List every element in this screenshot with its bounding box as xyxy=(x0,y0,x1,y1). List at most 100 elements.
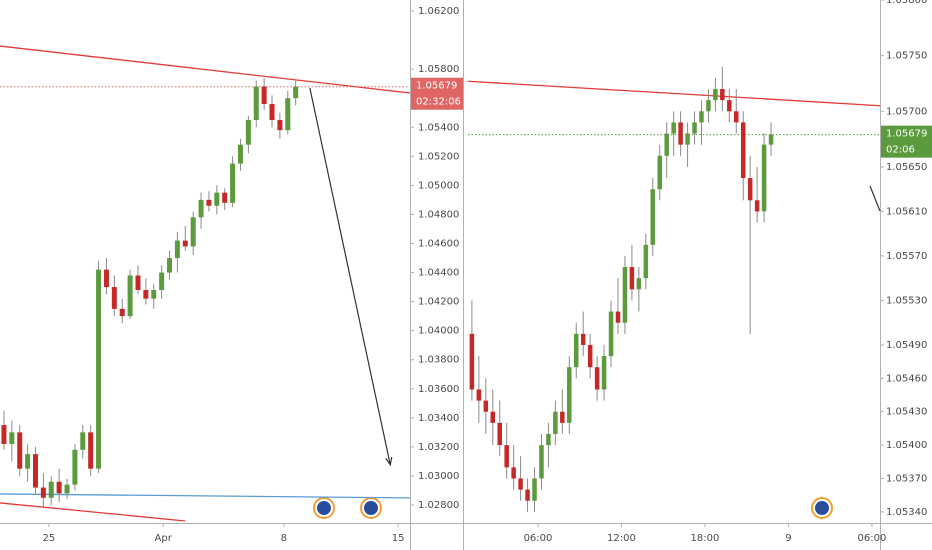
candle-body xyxy=(483,400,489,412)
candle-body xyxy=(64,484,70,494)
candle-body xyxy=(560,411,565,423)
y-tick-label: 1.05700 xyxy=(886,106,927,117)
candle-body xyxy=(574,333,579,368)
candle-body xyxy=(48,481,54,498)
y-tick-label: 1.05460 xyxy=(886,373,927,384)
x-tick-label: 8 xyxy=(281,533,287,544)
y-tick-label: 1.03600 xyxy=(418,384,459,395)
candle-body xyxy=(237,144,243,164)
candle-body xyxy=(539,445,544,479)
y-tick-label: 1.05200 xyxy=(418,151,459,162)
candle-body xyxy=(699,111,704,123)
candle-body xyxy=(734,111,739,123)
candle-body xyxy=(587,344,593,368)
candle-body xyxy=(32,454,38,488)
candle-body xyxy=(608,311,614,357)
candle-body xyxy=(664,133,669,156)
countdown-label: 02:32:06 xyxy=(416,97,461,108)
candle-body xyxy=(293,86,299,99)
countdown-label: 02:06 xyxy=(886,145,915,156)
candle-body xyxy=(25,454,31,469)
candle-body xyxy=(713,89,718,101)
candle-body xyxy=(727,100,732,112)
candle-body xyxy=(143,289,149,299)
last-price-box xyxy=(881,125,932,158)
candle-body xyxy=(532,478,537,501)
candle-body xyxy=(127,275,133,317)
x-tick-label: 06:00 xyxy=(858,533,887,544)
y-tick-label: 1.05650 xyxy=(886,162,927,173)
candle-body xyxy=(518,478,523,490)
candle-body xyxy=(706,100,711,112)
candle-body xyxy=(678,122,683,145)
y-tick-label: 1.03400 xyxy=(418,413,459,424)
candle-body xyxy=(754,200,760,212)
candle-body xyxy=(9,432,15,444)
candle-body xyxy=(594,367,600,390)
y-tick-label: 1.05570 xyxy=(886,251,927,262)
y-tick-label: 1.03000 xyxy=(418,471,459,482)
y-tick-label: 1.05340 xyxy=(886,507,927,518)
candle-body xyxy=(96,269,102,469)
candle-body xyxy=(469,333,475,390)
y-tick-label: 1.05530 xyxy=(886,295,927,306)
candle-body xyxy=(643,244,649,279)
event-icon xyxy=(360,497,382,519)
candle-body xyxy=(692,122,697,134)
arrow-fragment xyxy=(869,185,881,212)
trend-line xyxy=(467,80,881,107)
candle-body xyxy=(685,133,690,145)
y-tick-label: 1.04200 xyxy=(418,297,459,308)
candle-body xyxy=(72,449,78,485)
candle-body xyxy=(657,155,662,190)
trend-line xyxy=(0,45,411,94)
y-tick-label: 1.04400 xyxy=(418,268,459,279)
candle-body xyxy=(222,192,228,203)
candle-body xyxy=(720,89,725,101)
y-tick-label: 1.05490 xyxy=(886,340,927,351)
candle-body xyxy=(80,432,86,450)
trend-line xyxy=(0,502,186,522)
candle-body xyxy=(214,192,220,206)
y-tick-label: 1.05400 xyxy=(886,440,927,451)
candle-body xyxy=(580,333,586,345)
candle-body xyxy=(88,432,94,469)
candle-body xyxy=(17,432,23,469)
candle-body xyxy=(230,163,236,203)
candle-body xyxy=(135,275,141,290)
x-tick-label: 06:00 xyxy=(524,533,553,544)
candle-body xyxy=(546,433,551,446)
y-tick-label: 1.05430 xyxy=(886,407,927,418)
y-tick-label: 1.05610 xyxy=(886,206,927,217)
y-tick-label: 1.05800 xyxy=(886,0,927,6)
candle-body xyxy=(159,272,165,290)
candle-body xyxy=(567,367,572,423)
candle-body xyxy=(190,217,196,247)
candle-body xyxy=(525,489,530,501)
arrow xyxy=(309,87,393,467)
candle-body xyxy=(497,422,502,446)
candle-body xyxy=(285,98,291,131)
candle-body xyxy=(615,311,621,323)
candle-body xyxy=(206,199,212,206)
y-tick-label: 1.06200 xyxy=(418,6,459,17)
y-tick-label: 1.04600 xyxy=(418,238,459,249)
candle-body xyxy=(277,119,283,131)
candle-body xyxy=(761,144,767,212)
candle-body xyxy=(111,287,117,309)
y-tick-label: 1.03200 xyxy=(418,442,459,453)
candle-body xyxy=(622,267,628,323)
x-tick-label: 9 xyxy=(785,533,791,544)
last-price-label: 1.05679 xyxy=(416,81,457,92)
y-tick-label: 1.05800 xyxy=(418,64,459,75)
candle-body xyxy=(601,356,607,390)
last-price-box xyxy=(411,77,463,110)
candle-body xyxy=(174,240,180,259)
candle-body xyxy=(1,425,7,444)
candle-body xyxy=(650,189,656,245)
y-tick-label: 1.05000 xyxy=(418,180,459,191)
candle-body xyxy=(747,178,753,201)
candle-body xyxy=(119,308,125,317)
